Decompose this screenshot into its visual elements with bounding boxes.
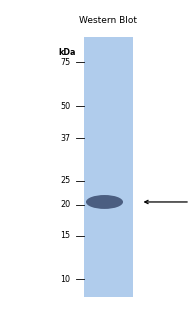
Text: kDa: kDa [59, 49, 76, 57]
Bar [84, 37, 133, 297]
Ellipse shape [86, 195, 123, 209]
Text: 15: 15 [60, 231, 70, 240]
Text: Western Blot: Western Blot [79, 16, 137, 25]
Text: 75: 75 [60, 58, 70, 67]
Text: 50: 50 [60, 102, 70, 111]
Text: 25: 25 [60, 176, 70, 185]
Text: 37: 37 [60, 134, 70, 143]
Text: 20: 20 [60, 200, 70, 209]
Text: 10: 10 [60, 275, 70, 284]
